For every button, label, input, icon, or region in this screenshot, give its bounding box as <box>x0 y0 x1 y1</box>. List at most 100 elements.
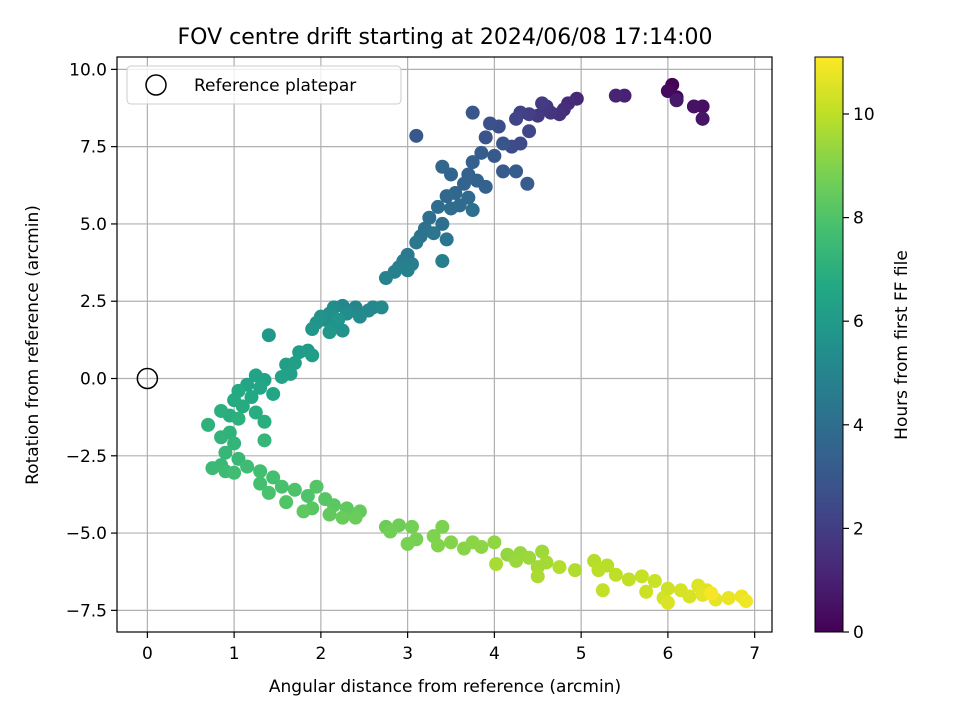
legend[interactable]: Reference platepar <box>126 65 402 105</box>
scatter-points <box>201 77 753 610</box>
scatter-point <box>257 414 272 429</box>
legend-marker-icon <box>145 74 167 96</box>
scatter-point <box>595 583 610 598</box>
scatter-point <box>539 555 554 570</box>
scatter-point <box>608 88 623 103</box>
scatter-point <box>639 584 654 599</box>
scatter-point <box>214 430 229 445</box>
chart-title: FOV centre drift starting at 2024/06/08 … <box>178 25 713 50</box>
scatter-point <box>509 164 524 179</box>
scatter-point <box>296 504 311 519</box>
scatter-point <box>568 563 583 578</box>
legend-box <box>126 65 402 105</box>
y-tick-label: −5.0 <box>66 524 107 544</box>
scatter-point <box>253 476 268 491</box>
scatter-point <box>439 189 454 204</box>
scatter-point <box>274 479 289 494</box>
scatter-point <box>430 199 445 214</box>
scatter-point <box>478 130 493 145</box>
x-tick-label: 2 <box>315 644 326 664</box>
reference-point-marker <box>136 367 159 390</box>
scatter-point <box>444 535 459 550</box>
scatter-point <box>435 254 450 269</box>
scatter-point <box>409 128 424 143</box>
scatter-point <box>470 173 485 188</box>
colorbar-tick-label: 2 <box>853 519 864 539</box>
scatter-point <box>489 556 504 571</box>
x-tick-label: 3 <box>402 644 413 664</box>
colorbar-tick-label: 4 <box>853 416 864 436</box>
y-tick-label: 5.0 <box>80 215 107 235</box>
scatter-point <box>279 495 294 510</box>
scatter-point <box>400 263 415 278</box>
scatter-point <box>647 573 662 588</box>
scatter-point <box>496 136 511 151</box>
scatter-point <box>409 235 424 250</box>
scatter-point <box>422 210 437 225</box>
y-tick-label: −2.5 <box>66 447 107 467</box>
scatter-point <box>474 145 489 160</box>
x-tick-label: 0 <box>142 644 153 664</box>
y-tick-label: 7.5 <box>80 138 107 158</box>
x-tick-label: 6 <box>662 644 673 664</box>
x-tick-label: 1 <box>229 644 240 664</box>
scatter-point <box>465 203 480 218</box>
scatter-point <box>253 464 268 479</box>
scatter-point <box>227 465 242 480</box>
colorbar-tick-label: 6 <box>853 312 864 332</box>
y-axis-label: Rotation from reference (arcmin) <box>23 205 43 485</box>
scatter-point <box>695 111 710 126</box>
scatter-point <box>487 148 502 163</box>
x-tick-label: 7 <box>749 644 760 664</box>
scatter-point <box>335 510 350 525</box>
colorbar-ticks: 0 2 4 6 8 10 <box>843 105 875 643</box>
scatter-point <box>474 539 489 554</box>
scatter-point <box>235 399 250 414</box>
scatter-point <box>248 405 263 420</box>
scatter-point <box>322 507 337 522</box>
scatter-point <box>257 433 272 448</box>
scatter-point <box>721 590 736 605</box>
scatter-point <box>352 309 367 324</box>
scatter-point <box>253 380 268 395</box>
scatter-point <box>292 345 307 360</box>
scatter-point <box>231 411 246 426</box>
y-axis-ticks: −7.5 −5.0 −2.5 0.0 2.5 5.0 7.5 10.0 <box>66 60 117 621</box>
scatter-point <box>430 538 445 553</box>
scatter-point <box>530 569 545 584</box>
scatter-point <box>682 589 697 604</box>
scatter-point <box>704 586 719 601</box>
plot-area: 0 1 2 3 4 5 6 7 −7.5 −5.0 −2.5 0.0 2.5 5.0 7.5 10.0 <box>66 56 773 664</box>
scatter-point <box>660 595 675 610</box>
y-tick-label: 2.5 <box>80 292 107 312</box>
plot-frame <box>116 56 773 633</box>
scatter-point <box>520 176 535 191</box>
scatter-point <box>669 93 684 108</box>
scatter-point <box>227 436 242 451</box>
scatter-point <box>201 417 216 432</box>
scatter-point <box>244 390 259 405</box>
scatter-point <box>266 470 281 485</box>
scatter-point <box>383 524 398 539</box>
scatter-point <box>400 536 415 551</box>
colorbar-gradient <box>814 56 844 633</box>
scatter-point <box>535 96 550 111</box>
scatter-point <box>465 105 480 120</box>
scatter-point <box>487 535 502 550</box>
scatter-point <box>348 510 363 525</box>
scatter-point <box>305 322 320 337</box>
scatter-point <box>287 356 302 371</box>
colorbar-tick-label: 10 <box>853 105 875 125</box>
scatter-point <box>435 159 450 174</box>
scatter-point <box>300 488 315 503</box>
scatter-point <box>309 479 324 494</box>
scatter-point <box>218 445 233 460</box>
scatter-point <box>535 544 550 559</box>
x-axis-ticks: 0 1 2 3 4 5 6 7 <box>142 632 760 664</box>
y-tick-label: 10.0 <box>69 60 107 80</box>
scatter-point <box>621 572 636 587</box>
scatter-point <box>261 485 276 500</box>
scatter-point <box>261 328 276 343</box>
